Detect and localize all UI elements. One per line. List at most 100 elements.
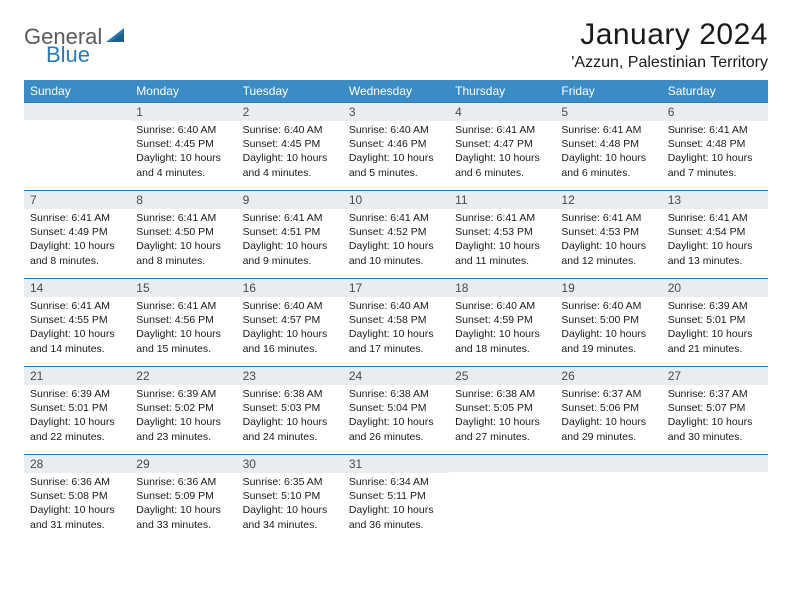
day-number: 23 [237, 367, 343, 385]
day-number: 1 [130, 103, 236, 121]
location-label: 'Azzun, Palestinian Territory [571, 54, 768, 72]
day-number: 18 [449, 279, 555, 297]
day-info-line: Sunset: 4:45 PM [136, 137, 230, 151]
day-info-line: Sunrise: 6:40 AM [243, 299, 337, 313]
calendar-day-cell: 17Sunrise: 6:40 AMSunset: 4:58 PMDayligh… [343, 279, 449, 367]
day-info-line: Sunrise: 6:36 AM [136, 475, 230, 489]
day-info-line: Daylight: 10 hours [455, 239, 549, 253]
calendar-day-cell: 25Sunrise: 6:38 AMSunset: 5:05 PMDayligh… [449, 367, 555, 455]
day-info-line: Daylight: 10 hours [136, 239, 230, 253]
weekday-header: Wednesday [343, 80, 449, 103]
day-info-line: and 16 minutes. [243, 342, 337, 356]
day-info-line: and 26 minutes. [349, 430, 443, 444]
logo-text-blue: Blue [46, 42, 90, 67]
day-info-line: and 18 minutes. [455, 342, 549, 356]
day-info-line: Daylight: 10 hours [349, 503, 443, 517]
day-info-line: Daylight: 10 hours [243, 327, 337, 341]
day-info-line: Sunset: 4:52 PM [349, 225, 443, 239]
calendar-day-cell: 3Sunrise: 6:40 AMSunset: 4:46 PMDaylight… [343, 103, 449, 191]
title-block: January 2024 'Azzun, Palestinian Territo… [571, 18, 768, 72]
day-body [662, 472, 768, 478]
day-info-line: and 4 minutes. [243, 166, 337, 180]
day-info-line: Sunset: 5:06 PM [561, 401, 655, 415]
calendar-day-cell: 2Sunrise: 6:40 AMSunset: 4:45 PMDaylight… [237, 103, 343, 191]
header: General January 2024 'Azzun, Palestinian… [24, 18, 768, 72]
day-info-line: Daylight: 10 hours [561, 415, 655, 429]
day-info-line: Sunset: 4:46 PM [349, 137, 443, 151]
day-body: Sunrise: 6:40 AMSunset: 4:58 PMDaylight:… [343, 297, 449, 360]
day-info-line: Sunrise: 6:39 AM [30, 387, 124, 401]
calendar-day-cell: 10Sunrise: 6:41 AMSunset: 4:52 PMDayligh… [343, 191, 449, 279]
day-body: Sunrise: 6:39 AMSunset: 5:01 PMDaylight:… [662, 297, 768, 360]
day-info-line: Sunset: 4:48 PM [668, 137, 762, 151]
day-info-line: and 31 minutes. [30, 518, 124, 532]
weekday-header: Monday [130, 80, 236, 103]
day-info-line: Sunset: 4:57 PM [243, 313, 337, 327]
day-info-line: Daylight: 10 hours [349, 239, 443, 253]
calendar-day-cell: 31Sunrise: 6:34 AMSunset: 5:11 PMDayligh… [343, 455, 449, 543]
day-info-line: Sunrise: 6:41 AM [455, 123, 549, 137]
day-info-line: Sunset: 4:56 PM [136, 313, 230, 327]
calendar-day-cell: 20Sunrise: 6:39 AMSunset: 5:01 PMDayligh… [662, 279, 768, 367]
day-info-line: Sunrise: 6:41 AM [668, 211, 762, 225]
day-number: 29 [130, 455, 236, 473]
day-info-line: and 14 minutes. [30, 342, 124, 356]
day-number: 13 [662, 191, 768, 209]
day-info-line: Daylight: 10 hours [668, 239, 762, 253]
day-info-line: Daylight: 10 hours [136, 327, 230, 341]
day-number: 2 [237, 103, 343, 121]
day-number [662, 455, 768, 472]
day-info-line: and 33 minutes. [136, 518, 230, 532]
calendar-day-cell: 26Sunrise: 6:37 AMSunset: 5:06 PMDayligh… [555, 367, 661, 455]
day-info-line: Daylight: 10 hours [349, 327, 443, 341]
day-info-line: Sunset: 5:00 PM [561, 313, 655, 327]
day-body: Sunrise: 6:40 AMSunset: 5:00 PMDaylight:… [555, 297, 661, 360]
calendar-week-row: 21Sunrise: 6:39 AMSunset: 5:01 PMDayligh… [24, 367, 768, 455]
day-body [449, 472, 555, 478]
day-info-line: Sunrise: 6:41 AM [455, 211, 549, 225]
day-info-line: Sunrise: 6:40 AM [349, 123, 443, 137]
day-info-line: and 6 minutes. [561, 166, 655, 180]
calendar-table: SundayMondayTuesdayWednesdayThursdayFrid… [24, 80, 768, 543]
calendar-day-cell: 15Sunrise: 6:41 AMSunset: 4:56 PMDayligh… [130, 279, 236, 367]
calendar-day-cell: 9Sunrise: 6:41 AMSunset: 4:51 PMDaylight… [237, 191, 343, 279]
day-number: 12 [555, 191, 661, 209]
day-number: 4 [449, 103, 555, 121]
day-info-line: Sunrise: 6:37 AM [668, 387, 762, 401]
day-info-line: Sunset: 5:07 PM [668, 401, 762, 415]
day-info-line: and 8 minutes. [136, 254, 230, 268]
day-body: Sunrise: 6:40 AMSunset: 4:57 PMDaylight:… [237, 297, 343, 360]
calendar-day-cell: 1Sunrise: 6:40 AMSunset: 4:45 PMDaylight… [130, 103, 236, 191]
day-info-line: Daylight: 10 hours [30, 327, 124, 341]
day-number: 14 [24, 279, 130, 297]
day-info-line: Daylight: 10 hours [561, 239, 655, 253]
day-info-line: Daylight: 10 hours [668, 415, 762, 429]
day-info-line: Sunrise: 6:39 AM [668, 299, 762, 313]
day-info-line: Daylight: 10 hours [243, 415, 337, 429]
calendar-week-row: 28Sunrise: 6:36 AMSunset: 5:08 PMDayligh… [24, 455, 768, 543]
day-info-line: and 5 minutes. [349, 166, 443, 180]
day-info-line: and 36 minutes. [349, 518, 443, 532]
day-info-line: Sunset: 5:05 PM [455, 401, 549, 415]
day-info-line: Daylight: 10 hours [668, 151, 762, 165]
day-info-line: Sunrise: 6:40 AM [136, 123, 230, 137]
day-info-line: Daylight: 10 hours [30, 415, 124, 429]
day-body: Sunrise: 6:40 AMSunset: 4:45 PMDaylight:… [130, 121, 236, 184]
day-number: 8 [130, 191, 236, 209]
day-info-line: and 22 minutes. [30, 430, 124, 444]
day-body: Sunrise: 6:38 AMSunset: 5:03 PMDaylight:… [237, 385, 343, 448]
day-info-line: Sunrise: 6:41 AM [349, 211, 443, 225]
day-info-line: Daylight: 10 hours [30, 239, 124, 253]
day-body [24, 120, 130, 126]
weekday-header: Tuesday [237, 80, 343, 103]
calendar-day-cell: 14Sunrise: 6:41 AMSunset: 4:55 PMDayligh… [24, 279, 130, 367]
day-info-line: Sunset: 4:49 PM [30, 225, 124, 239]
calendar-day-cell: 24Sunrise: 6:38 AMSunset: 5:04 PMDayligh… [343, 367, 449, 455]
day-body: Sunrise: 6:37 AMSunset: 5:07 PMDaylight:… [662, 385, 768, 448]
day-info-line: Daylight: 10 hours [136, 415, 230, 429]
day-body: Sunrise: 6:36 AMSunset: 5:08 PMDaylight:… [24, 473, 130, 536]
day-info-line: Daylight: 10 hours [561, 151, 655, 165]
calendar-day-cell: 4Sunrise: 6:41 AMSunset: 4:47 PMDaylight… [449, 103, 555, 191]
day-number: 30 [237, 455, 343, 473]
day-info-line: and 19 minutes. [561, 342, 655, 356]
